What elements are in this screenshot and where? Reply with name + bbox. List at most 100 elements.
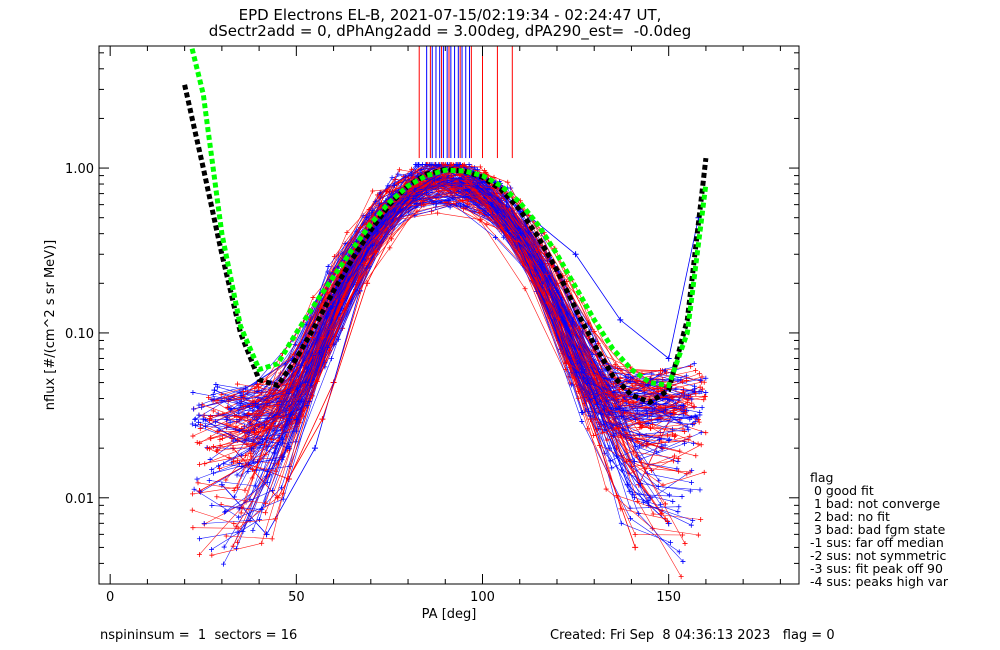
bundle-point bbox=[690, 517, 696, 523]
bundle-point bbox=[587, 413, 593, 419]
bundle-point bbox=[641, 387, 647, 393]
bundle-point bbox=[259, 540, 265, 546]
bundle-point bbox=[545, 300, 551, 306]
bundle-point bbox=[231, 521, 237, 527]
bundle-point bbox=[197, 440, 203, 446]
bundle-point bbox=[655, 484, 661, 490]
bundle-point bbox=[219, 435, 225, 441]
bundle-point bbox=[263, 451, 269, 457]
x-tick-label: 100 bbox=[470, 590, 495, 605]
bundle-point bbox=[287, 446, 293, 452]
bundle-point bbox=[466, 162, 472, 168]
footer-right-info: Created: Fri Sep 8 04:36:13 2023 flag = … bbox=[550, 628, 835, 643]
bundle-point bbox=[204, 445, 210, 451]
bundle-point bbox=[675, 459, 681, 465]
bundle-point bbox=[543, 271, 549, 277]
bundle-point bbox=[189, 507, 195, 513]
bundle-point bbox=[264, 425, 270, 431]
bundle-point bbox=[236, 428, 242, 434]
bundle-point bbox=[196, 461, 202, 467]
bundle-point bbox=[666, 492, 672, 498]
bundle-point bbox=[377, 190, 383, 196]
bundle-point bbox=[256, 517, 262, 523]
bundle-point bbox=[236, 460, 242, 466]
bundle-point bbox=[235, 484, 241, 490]
bundle-point bbox=[631, 495, 637, 501]
bundle-point bbox=[309, 393, 315, 399]
bundle-point bbox=[645, 498, 651, 504]
bundle-point bbox=[638, 424, 644, 430]
bundle-point bbox=[310, 353, 316, 359]
bundle-point bbox=[241, 394, 247, 400]
bundle-point bbox=[208, 547, 214, 553]
bundle-point bbox=[222, 509, 228, 515]
bundle-point bbox=[632, 458, 638, 464]
bundle-point bbox=[685, 397, 691, 403]
bundle-point bbox=[249, 466, 255, 472]
bundle-point bbox=[370, 188, 376, 194]
bundle-point bbox=[214, 398, 220, 404]
bundle-point bbox=[631, 400, 637, 406]
bundle-point bbox=[407, 187, 413, 193]
bundle-point bbox=[230, 438, 236, 444]
bundle-point bbox=[209, 467, 215, 473]
bundle-point bbox=[644, 410, 650, 416]
bundle-point bbox=[537, 261, 543, 267]
bundle-point bbox=[662, 407, 668, 413]
bundle-point bbox=[190, 433, 196, 439]
bundle-point bbox=[224, 404, 230, 410]
bundle-point bbox=[219, 397, 225, 403]
bundle-point bbox=[701, 393, 707, 399]
fit-curve-black bbox=[182, 84, 709, 405]
bundle-point bbox=[325, 264, 331, 270]
bundle-point bbox=[662, 368, 668, 374]
bundle-point bbox=[591, 433, 597, 439]
bundle-point bbox=[698, 442, 704, 448]
bundle-point bbox=[357, 224, 363, 230]
data-point-red bbox=[364, 280, 371, 287]
bundle-point bbox=[328, 327, 334, 333]
bundle-point bbox=[441, 162, 447, 168]
bundle-point bbox=[328, 305, 334, 311]
bundle-point bbox=[231, 494, 237, 500]
bundle-point bbox=[680, 403, 686, 409]
bundle-point bbox=[645, 441, 651, 447]
bundle-point bbox=[687, 416, 693, 422]
bundle-point bbox=[202, 417, 208, 423]
bundle-point bbox=[662, 442, 668, 448]
bundle-point bbox=[396, 167, 402, 173]
bundle-point bbox=[456, 188, 462, 194]
bundle-point bbox=[638, 460, 644, 466]
bundle-point bbox=[389, 175, 395, 181]
bundle-point bbox=[402, 180, 408, 186]
bundle-point bbox=[234, 381, 240, 387]
bundle-point bbox=[672, 432, 678, 438]
bundle-line bbox=[217, 199, 667, 451]
bundle-point bbox=[252, 483, 258, 489]
bundle-point bbox=[217, 437, 223, 443]
bundle-point bbox=[699, 405, 705, 411]
bundle-point bbox=[564, 311, 570, 317]
bundle-point bbox=[637, 419, 643, 425]
bundle-point bbox=[328, 356, 334, 362]
bundle-point bbox=[477, 164, 483, 170]
bundle-point bbox=[692, 413, 698, 419]
bundle-point bbox=[291, 351, 297, 357]
bundle-point bbox=[435, 162, 441, 168]
bundle-line bbox=[193, 185, 685, 518]
bundle-point bbox=[453, 162, 459, 168]
bundle-point bbox=[585, 426, 591, 432]
bundle-point bbox=[395, 171, 401, 177]
bundle-point bbox=[689, 396, 695, 402]
bundle-point bbox=[701, 397, 707, 403]
bundle-point bbox=[668, 540, 674, 546]
bundle-point bbox=[190, 491, 196, 497]
x-tick-label: 50 bbox=[288, 590, 305, 605]
bundle-point bbox=[575, 395, 581, 401]
bundle-point bbox=[640, 499, 646, 505]
bundle-point bbox=[618, 520, 624, 526]
bundle-point bbox=[665, 396, 671, 402]
bundle-point bbox=[190, 525, 196, 531]
bundle-point bbox=[655, 417, 661, 423]
